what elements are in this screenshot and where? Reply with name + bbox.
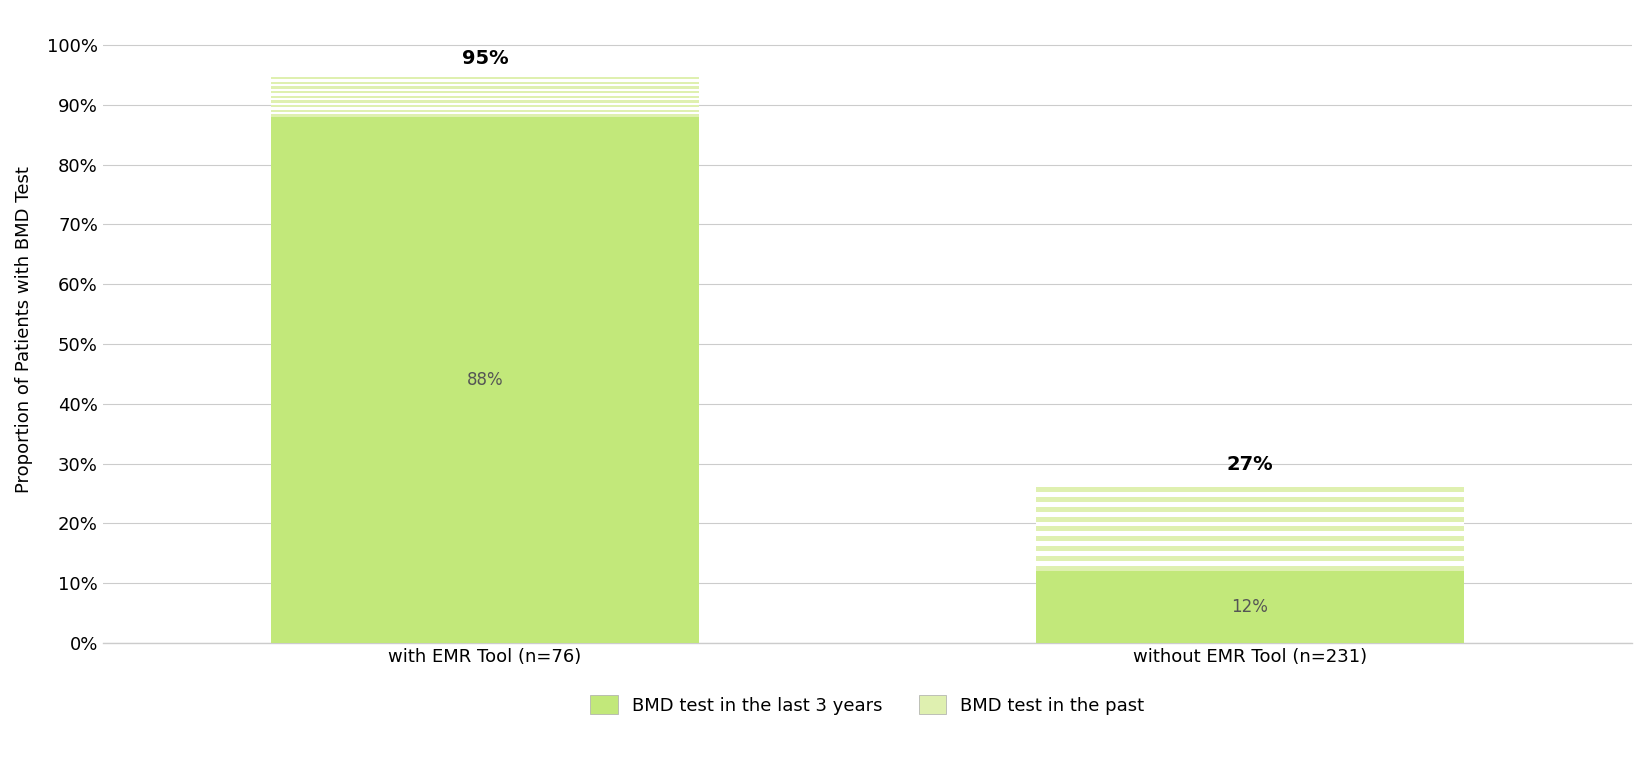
Bar xyxy=(272,98,700,101)
Bar xyxy=(272,117,700,644)
Bar xyxy=(272,105,700,108)
Bar xyxy=(272,101,700,103)
Bar xyxy=(1036,547,1464,551)
Bar xyxy=(272,96,700,98)
Bar xyxy=(272,84,700,87)
Bar xyxy=(272,82,700,84)
Bar xyxy=(1036,497,1464,502)
Bar xyxy=(1036,512,1464,516)
Bar xyxy=(272,91,700,94)
Bar xyxy=(1036,502,1464,506)
Legend: BMD test in the last 3 years, BMD test in the past: BMD test in the last 3 years, BMD test i… xyxy=(583,688,1151,722)
Bar xyxy=(272,89,700,91)
Bar xyxy=(1036,566,1464,572)
Bar xyxy=(272,77,700,80)
Bar xyxy=(1036,556,1464,562)
Bar xyxy=(272,103,700,105)
Bar xyxy=(1036,487,1464,491)
Bar xyxy=(272,110,700,112)
Bar xyxy=(1036,541,1464,547)
Bar xyxy=(272,112,700,115)
Bar xyxy=(1036,537,1464,541)
Text: 12%: 12% xyxy=(1232,598,1268,616)
Bar xyxy=(272,80,700,82)
Bar xyxy=(1036,491,1464,497)
Bar xyxy=(1036,562,1464,566)
Bar xyxy=(1036,506,1464,512)
Bar xyxy=(1036,572,1464,644)
Bar xyxy=(1036,526,1464,531)
Text: 95%: 95% xyxy=(461,48,509,68)
Bar xyxy=(272,94,700,96)
Y-axis label: Proportion of Patients with BMD Test: Proportion of Patients with BMD Test xyxy=(15,165,33,492)
Bar xyxy=(1036,516,1464,522)
Bar xyxy=(1036,522,1464,526)
Bar xyxy=(1036,551,1464,556)
Text: 88%: 88% xyxy=(466,371,504,389)
Bar xyxy=(272,87,700,89)
Bar xyxy=(272,75,700,77)
Bar xyxy=(272,115,700,117)
Bar xyxy=(1036,531,1464,537)
Text: 27%: 27% xyxy=(1227,456,1273,474)
Bar xyxy=(1036,481,1464,487)
Bar xyxy=(272,108,700,110)
